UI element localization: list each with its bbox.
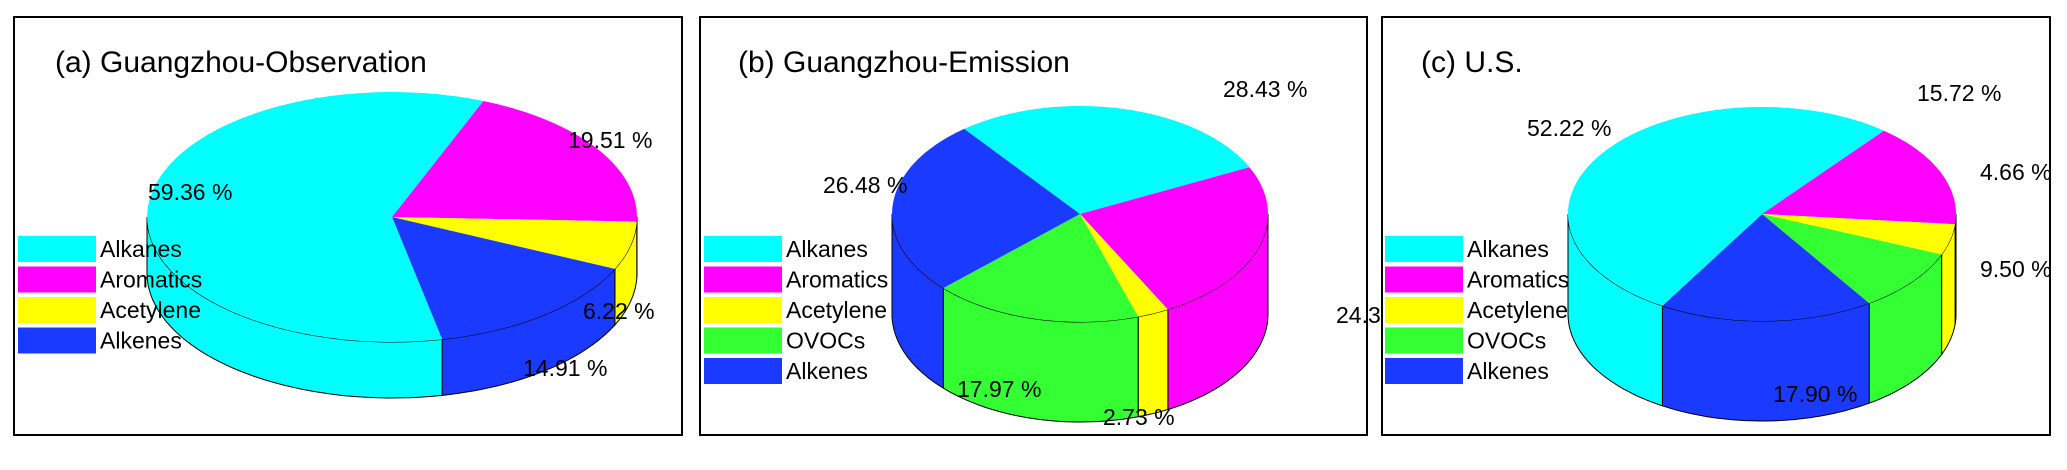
slice-label-alkenes: 14.91 % — [523, 355, 607, 381]
legend: Alkanes Aromatics Acetylene OVOCs Alkenes — [1385, 236, 1569, 384]
legend-swatch-acetylene — [1385, 297, 1463, 323]
legend-swatch-aromatics — [704, 266, 782, 293]
slice-label-ovocs: 9.50 % — [1980, 256, 2052, 282]
legend-label-aromatics: Aromatics — [100, 267, 202, 293]
chart-panel: (c) U.S. 15.72 % 4.66 % 9.50 % 17.90 % 52.22 … — [1381, 16, 2052, 436]
legend-swatch-aromatics — [1385, 266, 1463, 293]
slice-label-ovocs: 17.97 % — [957, 376, 1041, 402]
slice-label-alkenes: 26.48 % — [823, 172, 907, 198]
legend-swatch-acetylene — [704, 297, 782, 323]
legend-label-aromatics: Aromatics — [1467, 267, 1569, 293]
legend-swatch-acetylene — [18, 297, 96, 323]
legend-swatch-alkanes — [704, 236, 782, 262]
pie-slice-aromatics — [1762, 130, 1956, 225]
legend-label-acetylene: Acetylene — [100, 297, 201, 323]
pie-slice-acetylene — [392, 217, 637, 269]
slice-label-acetylene: 2.73 % — [1103, 404, 1175, 430]
legend-swatch-alkenes — [18, 327, 96, 354]
legend-label-alkenes: Alkenes — [1467, 358, 1549, 384]
pie-walls — [1567, 213, 1957, 422]
legend-label-acetylene: Acetylene — [786, 297, 887, 323]
pie-slice-alkanes — [964, 105, 1250, 214]
pie-slice-acetylene — [1080, 214, 1168, 317]
legend-swatch-alkenes — [1385, 358, 1463, 384]
slice-label-alkanes: 52.22 % — [1527, 115, 1611, 141]
chart-panel: (a) Guangzhou-Observation 19.51 % 6.22 % 14… — [13, 16, 683, 436]
pie-walls — [891, 213, 1269, 423]
pie-slice-ovocs — [943, 214, 1139, 322]
pie-wall-acetylene — [1137, 308, 1169, 418]
legend-label-alkanes: Alkanes — [786, 236, 868, 262]
legend-label-ovocs: OVOCs — [786, 328, 865, 354]
legend-swatch-alkanes — [1385, 236, 1463, 262]
pie-wall-alkenes — [891, 214, 944, 390]
legend-swatch-aromatics — [18, 266, 96, 293]
pie-slice-alkenes — [392, 217, 615, 340]
legend: Alkanes Aromatics Acetylene Alkenes — [18, 236, 202, 354]
legend-swatch-ovocs — [704, 327, 782, 354]
legend-label-alkanes: Alkanes — [100, 236, 182, 262]
legend-label-alkanes: Alkanes — [1467, 236, 1549, 262]
slice-label-aromatics: 19.51 % — [568, 127, 652, 153]
slice-label-acetylene: 4.66 % — [1980, 159, 2052, 185]
legend-swatch-alkenes — [704, 358, 782, 384]
legend-label-alkenes: Alkenes — [786, 358, 868, 384]
legend-swatch-alkanes — [18, 236, 96, 262]
pie-slice-acetylene — [1762, 214, 1956, 255]
pie-slice-alkanes — [147, 92, 484, 343]
slice-label-acetylene: 6.22 % — [583, 298, 655, 324]
legend: Alkanes Aromatics Acetylene OVOCs Alkenes — [704, 236, 888, 384]
pie-slice-aromatics — [392, 101, 637, 222]
pie-slice-aromatics — [1080, 167, 1268, 310]
slice-label-alkanes: 59.36 % — [148, 179, 232, 205]
pie-slice-ovocs — [1762, 214, 1942, 304]
chart-title: (c) U.S. — [1421, 46, 1523, 79]
legend-label-alkenes: Alkenes — [100, 328, 182, 354]
slice-label-alkenes: 17.90 % — [1773, 381, 1857, 407]
pie-slice-alkenes — [892, 128, 1080, 289]
legend-label-aromatics: Aromatics — [786, 267, 888, 293]
chart-title: (b) Guangzhou-Emission — [738, 46, 1070, 79]
legend-label-ovocs: OVOCs — [1467, 328, 1546, 354]
slice-label-aromatics: 15.72 % — [1917, 80, 2001, 106]
pie-slice-alkenes — [1662, 214, 1870, 321]
legend-swatch-ovocs — [1385, 327, 1463, 354]
chart-title: (a) Guangzhou-Observation — [55, 46, 427, 79]
legend-label-acetylene: Acetylene — [1467, 297, 1568, 323]
pie-slice-alkanes — [1567, 106, 1884, 306]
slice-label-alkanes: 28.43 % — [1223, 76, 1307, 102]
